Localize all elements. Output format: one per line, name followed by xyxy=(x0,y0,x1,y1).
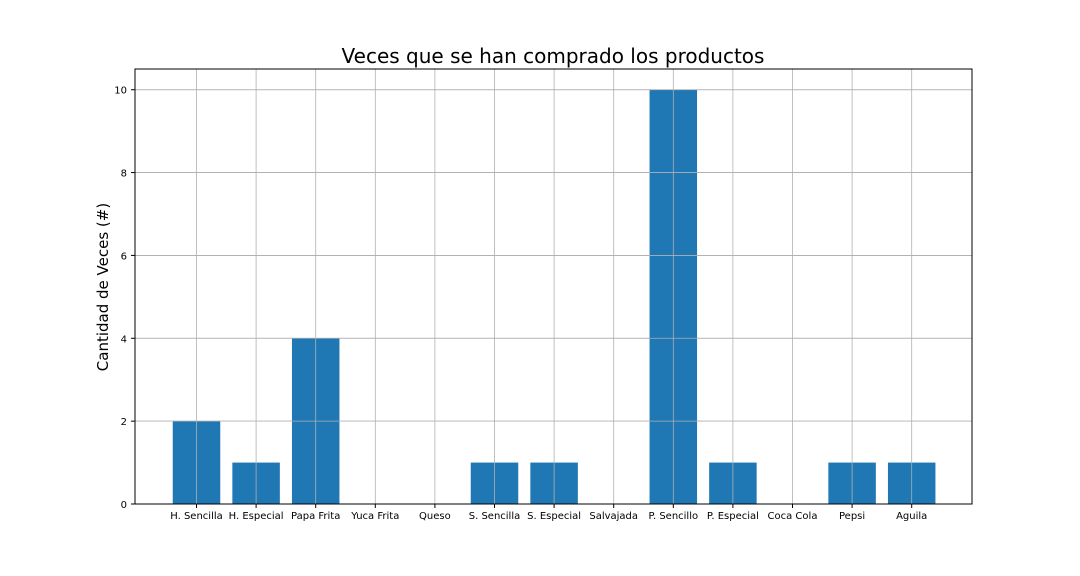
y-tick-label: 8 xyxy=(121,169,127,180)
chart-title: Veces que se han comprado los productos xyxy=(342,44,765,68)
x-tick-label: Queso xyxy=(419,511,451,522)
x-gridlines xyxy=(135,69,972,505)
x-tick-label: Papa Frita xyxy=(291,511,340,522)
x-tick-label: Coca Cola xyxy=(768,511,818,522)
grid-layer xyxy=(135,89,972,505)
x-tick-label: H. Sencilla xyxy=(170,511,223,522)
ticks-layer: 0 2 4 6 8 10 H. Sencilla H. Especial Papa Frita Y… xyxy=(114,86,927,522)
y-tick-label: 0 xyxy=(121,500,127,511)
x-tick-label: Yuca Frita xyxy=(350,511,399,522)
y-tick-label: 6 xyxy=(121,251,127,262)
x-tick-label: Aguila xyxy=(896,511,927,522)
x-tick-label: Pepsi xyxy=(839,511,865,522)
x-tick-label: S. Especial xyxy=(527,511,581,522)
x-tick-label: P. Sencillo xyxy=(648,511,698,522)
x-tick-label: H. Especial xyxy=(229,511,284,522)
x-tick-label: P. Especial xyxy=(707,511,759,522)
y-tick-label: 10 xyxy=(114,86,127,97)
y-tick-label: 4 xyxy=(121,334,127,345)
plot-frame xyxy=(134,68,973,505)
y-tick-label: 2 xyxy=(121,417,127,428)
x-tick-label: S. Sencilla xyxy=(469,511,521,522)
y-axis-label: Cantidad de Veces (#) xyxy=(94,203,112,371)
x-tick-label: Salvajada xyxy=(589,511,638,522)
